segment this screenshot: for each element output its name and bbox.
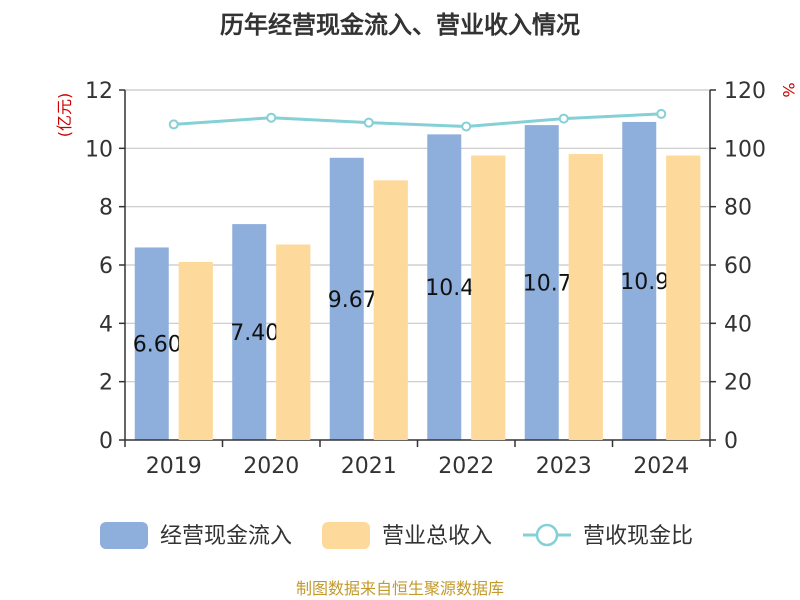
chart-title: 历年经营现金流入、营业收入情况 (220, 11, 580, 39)
legend-marker (535, 523, 559, 547)
line-point (363, 117, 374, 128)
y-left-tick-label: 4 (99, 312, 113, 337)
x-tick-label: 2021 (341, 454, 397, 479)
line-point (656, 108, 667, 119)
bars-layer (134, 121, 701, 441)
y-left-tick-label: 12 (85, 79, 113, 104)
bar-cash-inflow (524, 125, 559, 440)
y-right-tick-label: 80 (724, 196, 752, 221)
x-tick-label: 2022 (438, 454, 494, 479)
x-tick-label: 2019 (146, 454, 202, 479)
y-right-tick-label: 0 (724, 429, 738, 454)
legend-item: 营收现金比 (523, 523, 693, 549)
bar-cash-inflow (329, 157, 364, 441)
y-right-tick-label: 60 (724, 254, 752, 279)
y-right-tick-label: 20 (724, 371, 752, 396)
line-ratio (173, 112, 662, 128)
line-point (461, 121, 472, 132)
legend-label: 营收现金比 (583, 524, 693, 549)
legend-label: 营业总收入 (382, 524, 492, 549)
legend-item: 营业总收入 (322, 522, 492, 549)
line-point (558, 113, 569, 124)
legend-label: 经营现金流入 (160, 524, 292, 549)
bar-cash-inflow (134, 247, 169, 440)
bar-revenue-overlay (373, 180, 408, 440)
legend-item: 经营现金流入 (100, 522, 292, 549)
legend-swatch (322, 522, 370, 549)
y-left-tick-label: 6 (99, 254, 113, 279)
y-left-axis-label: (亿元) (55, 93, 74, 138)
bar-revenue-overlay (568, 154, 603, 440)
bar-cash-inflow (232, 224, 267, 440)
bar-revenue-overlay (276, 244, 311, 440)
line-point (266, 112, 277, 123)
y-left-tick-label: 2 (99, 371, 113, 396)
y-left-tick-label: 0 (99, 429, 113, 454)
y-right-tick-label: 120 (724, 79, 766, 104)
bar-revenue-overlay (178, 262, 213, 440)
x-tick-label: 2023 (536, 454, 592, 479)
bar-revenue-overlay (666, 155, 701, 440)
y-left-tick-label: 8 (99, 196, 113, 221)
y-right-tick-label: 100 (724, 137, 766, 162)
x-tick-label: 2024 (633, 454, 689, 479)
x-tick-label: 2020 (243, 454, 299, 479)
bar-cash-inflow (622, 121, 657, 440)
legend-swatch (100, 522, 148, 549)
grid-layer (125, 89, 710, 383)
legend: 经营现金流入 营业总收入 营收现金比 (100, 522, 693, 549)
line-layer (168, 108, 667, 132)
bar-cash-inflow (427, 134, 462, 441)
y-right-tick-label: 40 (724, 312, 752, 337)
y-left-tick-label: 10 (85, 137, 113, 162)
line-point (168, 119, 179, 130)
bar-revenue-overlay (471, 155, 506, 440)
source-note: 制图数据来自恒生聚源数据库 (296, 579, 504, 598)
y-right-axis-label: % (779, 82, 798, 97)
